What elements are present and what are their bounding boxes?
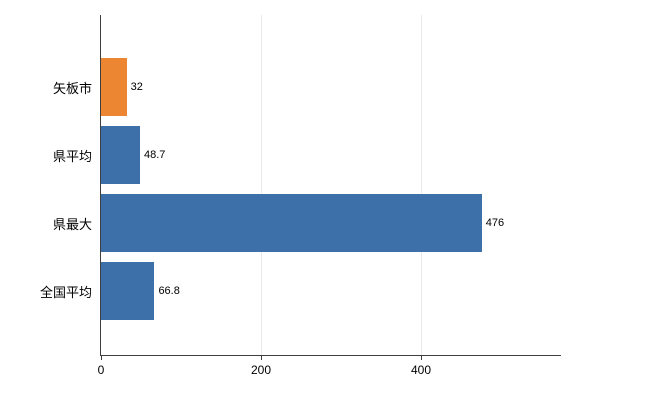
category-label-pref-avg: 県平均 <box>52 148 92 164</box>
x-tick-label-400: 400 <box>410 363 432 377</box>
x-tick-400 <box>421 355 422 360</box>
gridline-400 <box>421 15 422 355</box>
category-label-pref-max: 県最大 <box>52 216 92 232</box>
bar-yaita <box>101 58 127 116</box>
x-tick-label-200: 200 <box>250 363 272 377</box>
gridline-200 <box>261 15 262 355</box>
x-tick-label-0: 0 <box>97 363 105 377</box>
bar-row-yaita: 32 <box>101 58 143 116</box>
plot-area: 32 48.7 476 66.8 0 200 400 <box>98 15 561 377</box>
bar-pref-avg <box>101 126 140 184</box>
category-label-national-avg: 全国平均 <box>39 284 92 300</box>
category-label-yaita: 矢板市 <box>52 80 92 96</box>
bar-row-pref-avg: 48.7 <box>101 126 165 184</box>
x-tick-0 <box>101 355 102 360</box>
bar-row-pref-max: 476 <box>101 194 504 252</box>
value-label-national-avg: 66.8 <box>158 285 180 297</box>
bar-pref-max <box>101 194 482 252</box>
x-tick-200 <box>261 355 262 360</box>
bar-national-avg <box>101 262 155 320</box>
value-label-yaita: 32 <box>130 81 143 93</box>
bar-row-national-avg: 66.8 <box>101 262 180 320</box>
value-label-pref-avg: 48.7 <box>143 149 166 161</box>
value-label-pref-max: 476 <box>485 217 505 229</box>
